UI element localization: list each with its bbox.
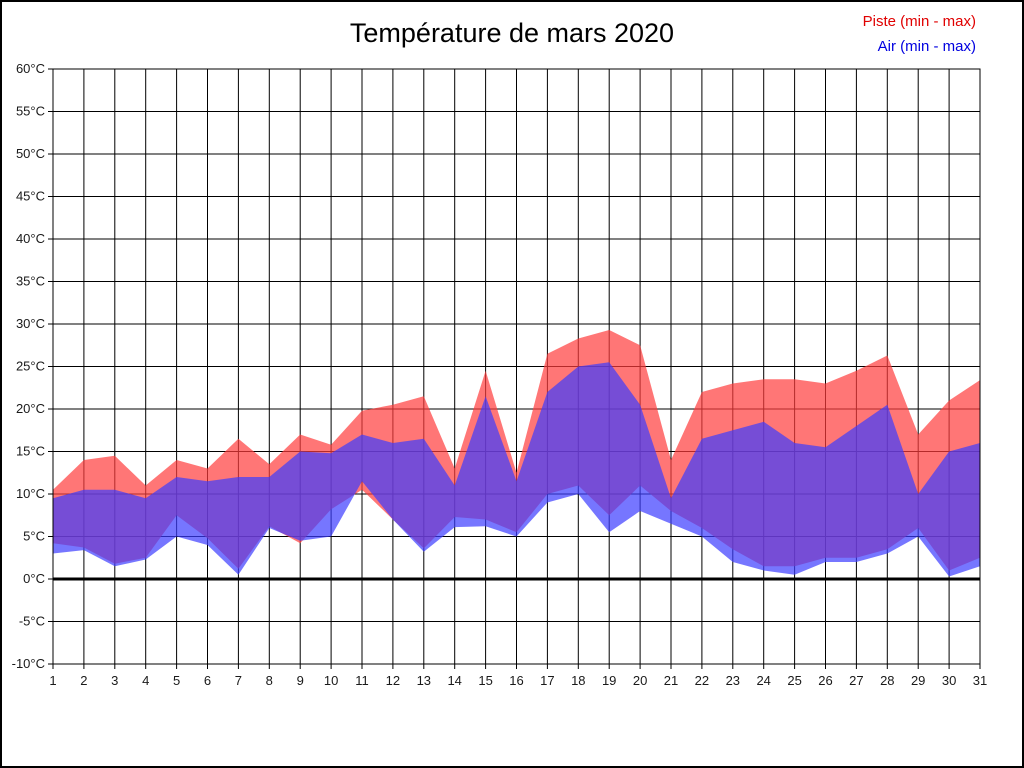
y-axis-label: 25°C — [16, 359, 45, 374]
x-axis-label: 31 — [973, 673, 987, 688]
chart-title: Température de mars 2020 — [349, 18, 675, 48]
legend: Piste (min - max) Air (min - max) — [863, 9, 976, 59]
x-axis-label: 14 — [447, 673, 461, 688]
x-axis-label: 28 — [880, 673, 894, 688]
y-axis-label: 35°C — [16, 274, 45, 289]
legend-air-label: Air (min - max) — [877, 38, 976, 55]
x-axis-label: 10 — [324, 673, 338, 688]
x-axis-label: 26 — [818, 673, 832, 688]
y-axis-label: 10°C — [16, 486, 45, 501]
y-axis-label: 5°C — [23, 529, 45, 544]
x-axis-label: 21 — [664, 673, 678, 688]
y-axis-label: -5°C — [19, 614, 45, 629]
x-axis-label: 29 — [911, 673, 925, 688]
y-axis-label: 60°C — [16, 61, 45, 76]
x-axis-label: 6 — [204, 673, 211, 688]
x-axis-label: 12 — [386, 673, 400, 688]
x-axis-label: 22 — [695, 673, 709, 688]
x-axis-label: 3 — [111, 673, 118, 688]
y-axis-label: 30°C — [16, 316, 45, 331]
x-axis-label: 27 — [849, 673, 863, 688]
x-axis-label: 20 — [633, 673, 647, 688]
x-axis-label: 30 — [942, 673, 956, 688]
x-axis-label: 24 — [756, 673, 770, 688]
legend-piste-label: Piste (min - max) — [862, 13, 976, 30]
x-axis-label: 7 — [235, 673, 242, 688]
x-axis-label: 15 — [478, 673, 492, 688]
y-axis-label: -10°C — [12, 656, 45, 671]
x-axis-labels: 1 2 3 4 5 6 7 8 9 10 11 12 13 14 15 16 17 18 19 20 21 22 23 24 2… — [49, 673, 987, 688]
air-band — [53, 362, 980, 577]
y-axis-label: 20°C — [16, 401, 45, 416]
x-axis-label: 1 — [49, 673, 56, 688]
y-axis-label: 40°C — [16, 231, 45, 246]
x-axis-label: 17 — [540, 673, 554, 688]
x-axis-label: 13 — [417, 673, 431, 688]
y-axis-label: 55°C — [16, 104, 45, 119]
x-axis-label: 4 — [142, 673, 149, 688]
axis-ticks — [48, 68, 981, 669]
x-axis-label: 19 — [602, 673, 616, 688]
x-axis-label: 8 — [266, 673, 273, 688]
grid — [52, 68, 981, 665]
x-axis-label: 18 — [571, 673, 585, 688]
y-axis-label: 45°C — [16, 189, 45, 204]
x-axis-label: 9 — [297, 673, 304, 688]
y-axis-label: 0°C — [23, 571, 45, 586]
x-axis-label: 16 — [509, 673, 523, 688]
y-axis-labels: -10°C -5°C 0°C 5°C 10°C 15°C 20°C 25°C 30°C 35°C 4… — [12, 61, 45, 671]
y-axis-label: 50°C — [16, 146, 45, 161]
x-axis-label: 25 — [787, 673, 801, 688]
x-axis-label: 11 — [355, 673, 369, 688]
y-axis-label: 15°C — [16, 444, 45, 459]
x-axis-label: 2 — [80, 673, 87, 688]
x-axis-label: 5 — [173, 673, 180, 688]
x-axis-label: 23 — [726, 673, 740, 688]
